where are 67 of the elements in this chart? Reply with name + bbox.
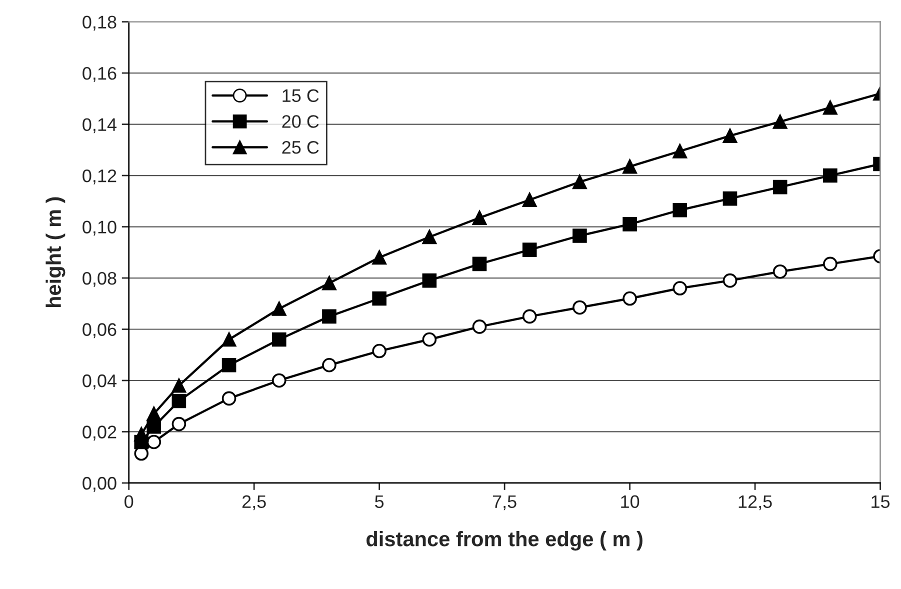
point — [572, 300, 587, 315]
point — [422, 230, 437, 244]
point — [272, 302, 286, 316]
y-tick-label: 0,18 — [82, 16, 116, 31]
y-tick-label: 0,08 — [82, 272, 116, 287]
x-tick-label: 10 — [621, 495, 640, 508]
point — [422, 332, 437, 347]
point — [823, 256, 838, 272]
point — [134, 427, 149, 442]
point — [422, 273, 437, 288]
y-tick-label: 0,00 — [82, 476, 116, 492]
point — [772, 264, 788, 279]
y-tick-label: 0,10 — [82, 220, 116, 236]
point — [146, 434, 162, 450]
point — [722, 128, 738, 143]
point — [472, 320, 487, 334]
point — [472, 210, 487, 225]
point — [522, 242, 537, 257]
point — [472, 256, 487, 272]
x-tick-label: 15 — [872, 495, 890, 508]
point — [622, 217, 637, 232]
y-tick-label: 0,12 — [82, 169, 116, 184]
legend-label: 25 C — [282, 140, 319, 154]
point — [772, 114, 788, 129]
point — [722, 273, 738, 288]
point — [672, 144, 688, 158]
point — [322, 358, 336, 372]
point — [772, 180, 788, 194]
point — [222, 391, 236, 406]
point — [172, 416, 186, 432]
point — [372, 291, 386, 306]
point — [823, 100, 838, 115]
point — [572, 228, 587, 243]
point — [572, 174, 587, 190]
point — [622, 291, 637, 306]
x-tick-label: 7,5 — [492, 495, 516, 510]
legend-label: 20 C — [282, 115, 319, 128]
point — [522, 309, 537, 324]
x-tick-label: 12,5 — [738, 495, 772, 510]
point — [372, 250, 386, 265]
point — [372, 344, 386, 358]
x-tick-label: 2,5 — [242, 495, 266, 510]
y-tick-label: 0,16 — [82, 66, 116, 82]
point — [672, 202, 688, 218]
point — [222, 332, 236, 347]
y-axis-title: height ( m ) — [46, 197, 66, 308]
point — [172, 378, 186, 393]
point — [622, 159, 637, 174]
point — [722, 191, 738, 206]
point — [272, 373, 286, 388]
point — [672, 281, 688, 296]
legend-label: 15 C — [282, 89, 319, 102]
point — [322, 309, 336, 324]
point — [823, 168, 838, 183]
x-tick-label: 0 — [124, 495, 134, 508]
point — [322, 276, 336, 290]
point — [522, 192, 537, 208]
point — [272, 332, 286, 347]
y-tick-label: 0,04 — [82, 374, 117, 390]
point — [172, 394, 186, 408]
x-axis-title: distance from the edge ( m ) — [366, 531, 642, 551]
point — [222, 358, 236, 372]
point — [146, 406, 162, 421]
y-tick-label: 0,14 — [82, 118, 117, 134]
y-tick-label: 0,02 — [82, 426, 116, 441]
x-tick-label: 5 — [375, 495, 384, 508]
y-tick-label: 0,06 — [82, 323, 116, 338]
